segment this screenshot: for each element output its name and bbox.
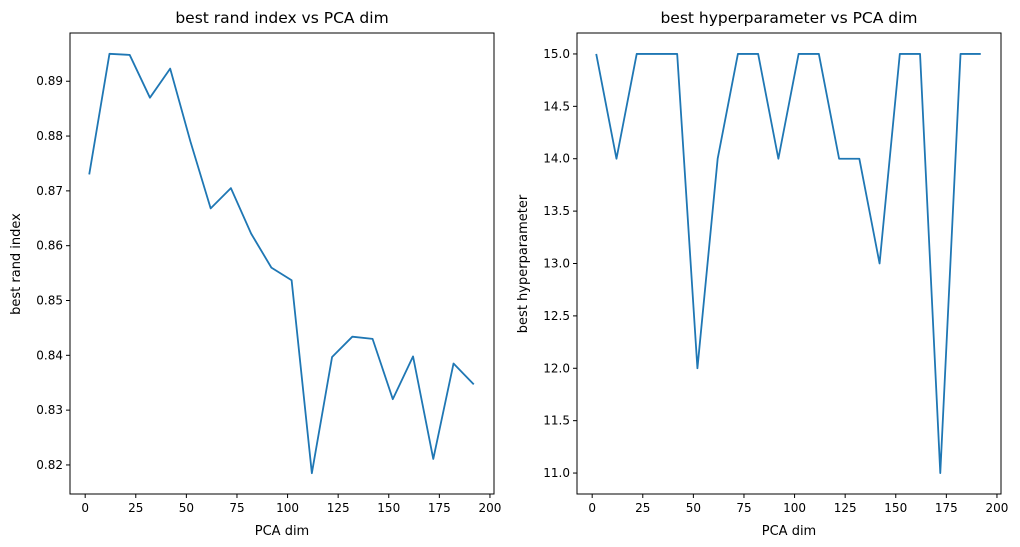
y-tick-label: 15.0 [543,47,570,61]
x-tick-label: 25 [128,501,143,515]
y-tick-label: 13.0 [543,257,570,271]
x-tick-label: 175 [935,501,958,515]
y-tick-label: 0.82 [36,458,63,472]
x-tick-label: 100 [276,501,299,515]
x-axis-label: PCA dim [762,524,816,539]
x-tick-label: 75 [736,501,751,515]
x-tick-label: 25 [635,501,650,515]
x-tick-label: 175 [428,501,451,515]
plot-frame [576,32,1002,495]
y-axis-label: best rand index [9,213,24,315]
x-tick-label: 200 [478,501,501,515]
y-tick-label: 0.85 [36,294,63,308]
rand-index-chart: best rand index vs PCA dim PCA dim best … [9,9,501,539]
x-tick-label: 150 [884,501,907,515]
x-tick-label: 0 [588,501,596,515]
x-tick-label: 50 [179,501,194,515]
x-tick-label: 125 [834,501,857,515]
y-tick-label: 14.5 [543,99,570,113]
x-tick-label: 0 [81,501,89,515]
x-tick-label: 50 [686,501,701,515]
x-tick-label: 100 [783,501,806,515]
y-tick-label: 11.0 [543,466,570,480]
y-tick-label: 11.5 [543,414,570,428]
y-tick-label: 0.88 [36,129,63,143]
x-tick-label: 150 [377,501,400,515]
x-tick-label: 75 [229,501,244,515]
y-tick-label: 0.86 [36,239,63,253]
chart-title: best hyperparameter vs PCA dim [660,9,917,27]
x-tick-label: 200 [985,501,1008,515]
hyperparameter-chart: best hyperparameter vs PCA dim PCA dim b… [516,9,1008,539]
y-tick-label: 0.87 [36,184,63,198]
y-tick-label: 0.83 [36,403,63,417]
x-tick-label: 125 [327,501,350,515]
y-tick-label: 14.0 [543,152,570,166]
plot-frame [69,32,495,495]
x-axis-label: PCA dim [255,524,309,539]
y-tick-label: 12.5 [543,309,570,323]
series-line [88,52,475,475]
y-tick-label: 13.5 [543,204,570,218]
y-tick-label: 12.0 [543,361,570,375]
y-axis-label: best hyperparameter [516,194,531,333]
chart-title: best rand index vs PCA dim [175,9,388,27]
y-tick-label: 0.89 [36,74,63,88]
series-line [595,53,981,474]
y-tick-label: 0.84 [36,348,63,362]
